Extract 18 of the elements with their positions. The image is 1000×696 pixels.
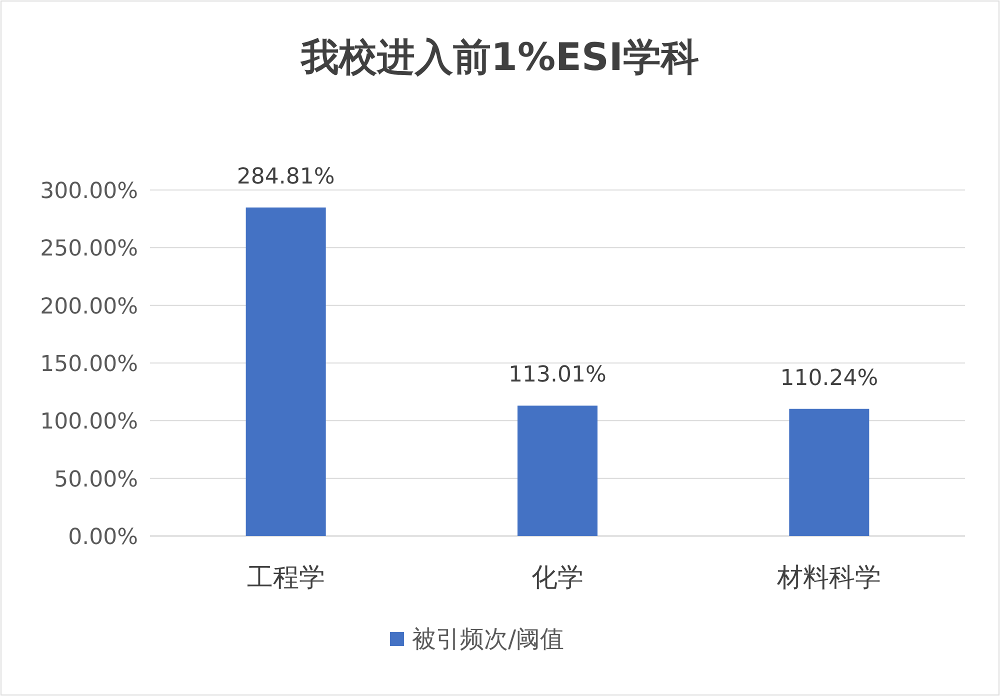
y-tick-label: 200.00%: [40, 294, 138, 320]
bar: [518, 406, 598, 536]
chart-title: 我校进入前1%ESI学科: [300, 35, 699, 79]
bar: [789, 408, 870, 536]
y-tick-label: 50.00%: [54, 467, 138, 492]
y-tick-label: 250.00%: [40, 236, 138, 262]
y-tick-label: 300.00%: [40, 179, 138, 204]
x-tick-label: 化学: [532, 563, 584, 593]
data-label: 113.01%: [508, 362, 606, 388]
data-label: 284.81%: [236, 164, 335, 190]
y-tick-label: 150.00%: [40, 352, 138, 377]
data-label: 110.24%: [780, 366, 878, 391]
y-tick-label: 100.00%: [40, 410, 138, 435]
y-tick-label: 0.00%: [68, 525, 138, 550]
legend-label: 被引频次/阈值: [412, 625, 564, 653]
x-tick-label: 材料科学: [776, 563, 882, 593]
bar: [246, 208, 326, 536]
x-tick-label: 工程学: [246, 563, 325, 593]
